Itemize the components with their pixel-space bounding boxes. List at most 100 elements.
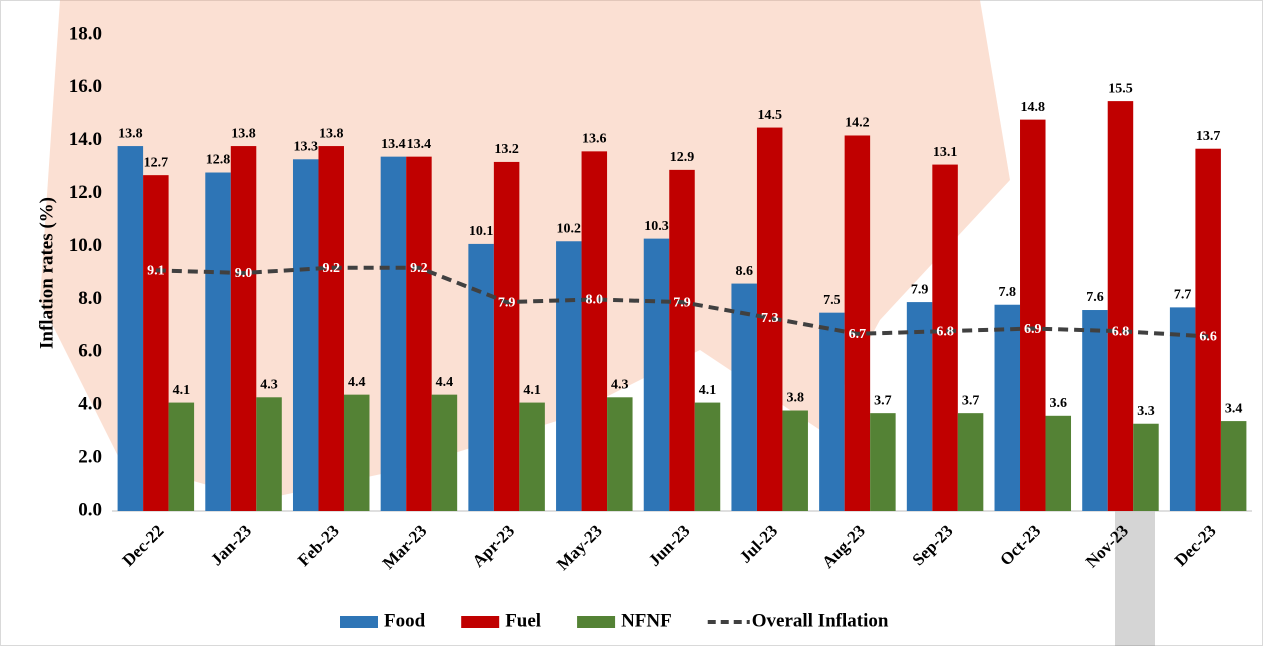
data-label: 10.3	[644, 219, 669, 234]
line-label: 9.2	[322, 261, 340, 276]
y-tick-label: 10.0	[69, 235, 102, 256]
y-tick-label: 4.0	[78, 394, 102, 415]
y-tick-label: 12.0	[69, 182, 102, 203]
bar	[906, 302, 933, 511]
bar	[669, 169, 695, 511]
legend-label: NFNF	[621, 610, 672, 631]
bar	[819, 312, 845, 511]
data-label: 13.8	[231, 126, 256, 141]
bar	[406, 156, 432, 511]
line-label: 6.6	[1199, 330, 1217, 345]
line-label: 7.3	[761, 311, 779, 326]
bar	[1220, 421, 1247, 511]
line-label: 9.2	[410, 261, 428, 276]
bar	[1020, 119, 1046, 511]
y-tick-label: 18.0	[69, 23, 102, 44]
data-label: 4.3	[611, 378, 629, 393]
data-label: 13.8	[319, 126, 344, 141]
data-label: 12.8	[206, 153, 231, 168]
data-label: 7.9	[911, 282, 929, 297]
line-label: 7.9	[673, 295, 691, 310]
bar	[1169, 307, 1196, 511]
data-label: 13.4	[407, 137, 432, 152]
legend-swatch	[577, 616, 616, 628]
bar	[643, 238, 670, 511]
data-label: 4.4	[348, 375, 366, 390]
bar	[468, 243, 494, 511]
data-label: 3.3	[1137, 404, 1155, 419]
bar	[256, 397, 282, 511]
bar	[932, 164, 958, 512]
bar	[1195, 148, 1221, 511]
y-tick-label: 16.0	[69, 76, 102, 97]
y-axis-title: Inflation rates (%)	[36, 197, 57, 349]
bar	[782, 410, 808, 511]
bar	[343, 394, 370, 511]
legend-swatch	[461, 616, 500, 628]
data-label: 3.4	[1225, 401, 1243, 416]
data-label: 13.2	[494, 142, 519, 157]
data-label: 13.3	[293, 140, 318, 155]
data-label: 3.6	[1050, 396, 1068, 411]
bar	[607, 397, 633, 511]
data-label: 10.2	[557, 221, 582, 236]
bar	[844, 135, 871, 511]
line-label: 6.9	[1024, 322, 1042, 337]
data-label: 12.7	[144, 155, 169, 170]
bar	[292, 159, 319, 512]
data-label: 4.1	[173, 383, 191, 398]
legend-label: Overall Inflation	[752, 610, 889, 631]
data-label: 7.6	[1086, 290, 1104, 305]
data-label: 3.8	[786, 391, 804, 406]
bar	[581, 151, 608, 511]
data-label: 7.5	[823, 293, 841, 308]
bar	[431, 394, 458, 511]
data-label: 4.3	[260, 378, 278, 393]
line-label: 6.7	[849, 327, 867, 342]
data-label: 15.5	[1108, 81, 1133, 96]
bar	[957, 413, 984, 511]
bar	[117, 146, 144, 512]
y-tick-label: 2.0	[78, 446, 102, 467]
data-label: 13.1	[933, 145, 958, 160]
bar	[380, 156, 407, 511]
legend-label: Food	[384, 610, 426, 631]
data-label: 7.8	[999, 285, 1017, 300]
bar	[1045, 415, 1072, 511]
line-label: 6.8	[1112, 324, 1130, 339]
data-label: 7.7	[1174, 288, 1192, 303]
bar	[870, 413, 896, 511]
bar	[1107, 101, 1134, 511]
bar	[205, 172, 231, 511]
bar	[556, 241, 582, 511]
bar	[318, 146, 344, 512]
line-label: 9.0	[235, 266, 253, 281]
line-label: 7.9	[498, 295, 516, 310]
bar	[493, 161, 520, 511]
bar	[1082, 310, 1108, 511]
data-label: 10.1	[469, 224, 494, 239]
bar	[519, 402, 545, 511]
y-tick-label: 8.0	[78, 288, 102, 309]
data-label: 13.8	[118, 126, 143, 141]
line-label: 6.8	[936, 324, 954, 339]
y-tick-label: 6.0	[78, 341, 102, 362]
bar	[1133, 423, 1159, 511]
y-tick-label: 0.0	[78, 499, 102, 520]
bar	[168, 402, 195, 511]
y-tick-label: 14.0	[69, 129, 102, 150]
bar	[994, 304, 1021, 511]
data-label: 8.6	[735, 264, 753, 279]
data-label: 3.7	[874, 393, 892, 408]
line	[155, 265, 1209, 339]
data-label: 4.1	[523, 383, 541, 398]
bar	[230, 146, 257, 512]
bar	[143, 175, 169, 511]
bar	[731, 283, 757, 511]
bar	[694, 402, 721, 511]
legend-label: Fuel	[505, 610, 541, 631]
data-label: 4.1	[699, 383, 717, 398]
data-label: 14.5	[757, 108, 782, 123]
legend-swatch	[340, 616, 378, 628]
